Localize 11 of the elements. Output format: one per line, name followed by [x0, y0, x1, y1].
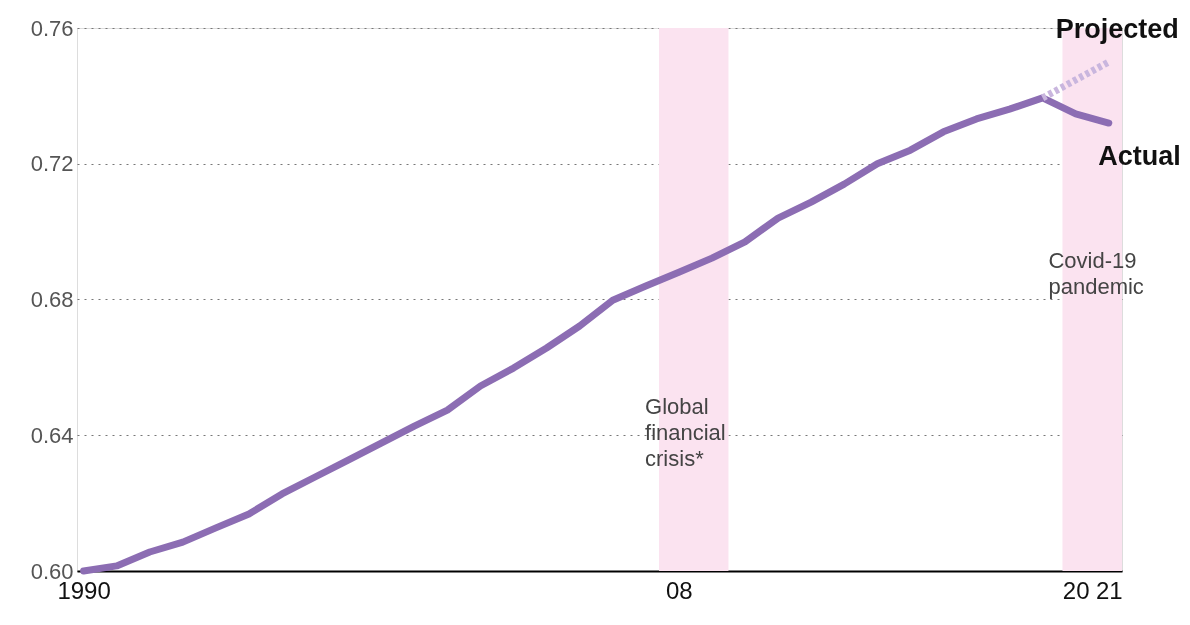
y-tick-label: 0.76	[30, 15, 74, 41]
x-tick-label: 08	[666, 576, 693, 604]
y-tick-label: 0.64	[30, 422, 74, 448]
series-label: Projected	[1055, 13, 1179, 44]
band-label: Global financial crisis*	[645, 394, 726, 472]
y-tick-label: 0.68	[30, 287, 74, 312]
x-tick-label: 20	[1062, 576, 1090, 604]
x-tick-label: 21	[1095, 576, 1123, 604]
y-tick-label: 0.72	[30, 151, 74, 177]
band-label: Covid-19 pandemic	[1048, 247, 1144, 299]
series-label: Actual	[1098, 141, 1181, 172]
